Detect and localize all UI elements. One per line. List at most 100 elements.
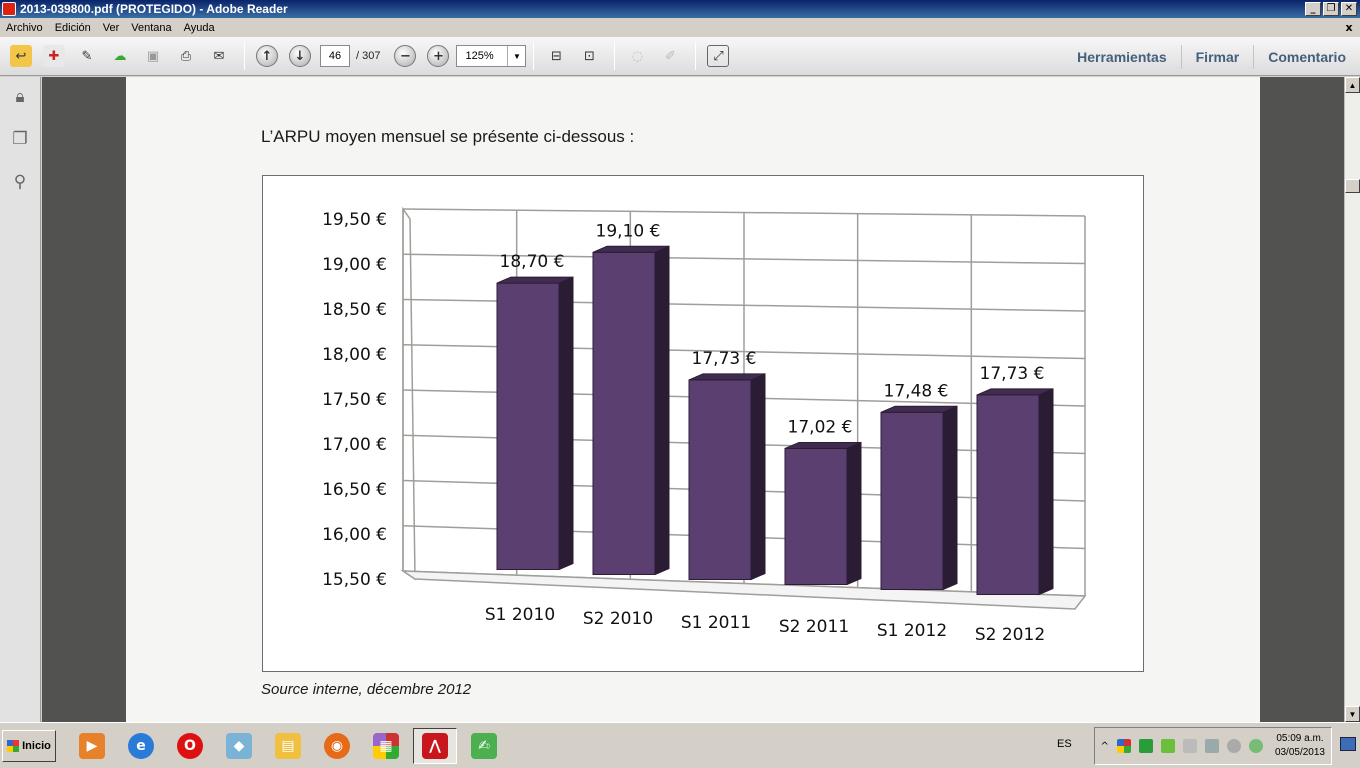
pdf-page: L’ARPU moyen mensuel se présente ci-dess…: [126, 77, 1260, 722]
paperclip-icon[interactable]: ⚲: [13, 172, 27, 192]
category-label: S2 2010: [583, 609, 653, 629]
menu-ver[interactable]: Ver: [102, 21, 120, 34]
y-tick-label: 16,00 €: [322, 525, 387, 545]
windows-logo-icon: [7, 739, 20, 752]
scroll-down-icon[interactable]: ▼: [1345, 706, 1360, 722]
scroll-up-icon[interactable]: ▲: [1345, 77, 1360, 93]
clock[interactable]: 05:09 a.m. 03/05/2013: [1275, 732, 1325, 760]
herramientas-link[interactable]: Herramientas: [1077, 48, 1167, 65]
category-label: S2 2011: [779, 617, 849, 637]
menu-ventana[interactable]: Ventana: [131, 21, 172, 34]
minimize-button[interactable]: _: [1305, 2, 1321, 16]
taskbar-adobe-reader[interactable]: ⋀: [413, 727, 457, 764]
open-folder-icon: ↩: [10, 45, 32, 67]
tray-grid-icon[interactable]: [1160, 739, 1175, 753]
fit-page-button[interactable]: ⊡: [574, 42, 604, 70]
data-label: 17,73 €: [980, 364, 1045, 384]
clock-time: 05:09 a.m.: [1276, 733, 1324, 744]
tray-security-icon[interactable]: [1248, 739, 1263, 753]
taskbar-eraser-app[interactable]: ◆: [217, 728, 261, 764]
bar-top: [784, 441, 862, 449]
document-close-button[interactable]: x: [1345, 21, 1353, 34]
bar-top: [592, 245, 670, 253]
navigation-pane: 🔒︎ ❐ ⚲: [0, 77, 41, 722]
y-tick-label: 17,00 €: [322, 435, 387, 455]
left-wall: [402, 206, 416, 581]
internet-explorer-icon: e: [128, 732, 154, 759]
menu-ayuda[interactable]: Ayuda: [183, 21, 215, 34]
taskbar-opera[interactable]: O: [168, 728, 212, 764]
previous-page-button[interactable]: ↑: [252, 42, 282, 70]
opera-icon: O: [177, 732, 203, 759]
tray-flag-icon[interactable]: [1182, 739, 1197, 753]
app-grid-icon: ▦: [373, 732, 399, 759]
scroll-thumb[interactable]: [1345, 179, 1360, 193]
clock-date: 03/05/2013: [1274, 747, 1325, 758]
print-button[interactable]: ⎙: [171, 42, 201, 70]
edit-button[interactable]: ✎: [72, 42, 102, 70]
close-button[interactable]: ✕: [1341, 2, 1357, 16]
comentario-link[interactable]: Comentario: [1253, 44, 1360, 69]
language-indicator[interactable]: ES: [1057, 738, 1072, 750]
bar: [688, 379, 752, 580]
taskbar-file-explorer[interactable]: ▤: [266, 728, 310, 764]
comment-button[interactable]: ◌: [622, 42, 652, 70]
firefox-icon: ◉: [324, 732, 350, 759]
folder-icon: ▤: [275, 732, 301, 759]
firmar-link[interactable]: Firmar: [1180, 44, 1254, 69]
bar-side: [942, 405, 958, 591]
envelope-icon: ✉: [213, 48, 225, 64]
zoom-out-button[interactable]: −: [390, 42, 420, 70]
vertical-scrollbar[interactable]: ▲ ▼: [1344, 77, 1360, 722]
taskbar: Inicio ▶ e O ◆ ▤ ◉ ▦ ⋀ ✍ ES ^ 05:09 a.m.…: [0, 722, 1360, 768]
chevron-down-icon[interactable]: ▼: [507, 46, 525, 66]
menu-archivo[interactable]: Archivo: [6, 21, 43, 34]
taskbar-app-grid[interactable]: ▦: [364, 728, 408, 764]
data-label: 17,48 €: [884, 381, 949, 401]
menu-edicion[interactable]: Edición: [54, 21, 91, 34]
data-label: 18,70 €: [500, 252, 565, 272]
zoom-in-button[interactable]: +: [423, 42, 453, 70]
eraser-icon: ◆: [226, 732, 252, 759]
email-button[interactable]: ✉: [204, 42, 234, 70]
create-pdf-button[interactable]: ✚: [39, 42, 69, 70]
tray-volume-icon[interactable]: [1226, 739, 1241, 753]
upload-button[interactable]: ☁: [105, 42, 135, 70]
chevron-up-icon[interactable]: ^: [1100, 740, 1109, 752]
lock-icon[interactable]: 🔒︎: [15, 87, 25, 107]
save-button[interactable]: ▣: [138, 42, 168, 70]
open-button[interactable]: ↩: [6, 42, 36, 70]
floor: [400, 570, 1087, 610]
show-desktop-icon[interactable]: [1340, 737, 1356, 751]
start-button[interactable]: Inicio: [2, 729, 56, 762]
pages-icon[interactable]: ❐: [12, 129, 28, 149]
bar-side: [1038, 388, 1054, 596]
bar-top: [496, 276, 574, 284]
arrow-up-icon: ↑: [256, 45, 278, 67]
category-label: S1 2011: [681, 613, 751, 633]
restore-button[interactable]: ❐: [1323, 2, 1339, 16]
cloud-upload-icon: ☁: [113, 48, 127, 64]
fit-width-button[interactable]: ⊟: [541, 42, 571, 70]
highlight-button[interactable]: ✐: [655, 42, 685, 70]
y-tick-label: 16,50 €: [322, 480, 387, 500]
bar-side: [846, 441, 862, 586]
taskbar-signature-app[interactable]: ✍: [462, 728, 506, 764]
taskbar-media-player[interactable]: ▶: [70, 728, 114, 764]
category-label: S1 2010: [485, 605, 555, 625]
tray-app-icon[interactable]: [1116, 739, 1131, 753]
bar-top: [880, 405, 958, 413]
tray-network-icon[interactable]: [1204, 739, 1219, 753]
fit-page-icon: ⊡: [584, 48, 595, 64]
document-view[interactable]: L’ARPU moyen mensuel se présente ci-dess…: [42, 77, 1344, 722]
page-number-input[interactable]: 46: [320, 45, 350, 67]
taskbar-firefox[interactable]: ◉: [315, 728, 359, 764]
adobe-reader-icon: ⋀: [422, 732, 448, 759]
tray-check-icon[interactable]: [1138, 739, 1153, 753]
expand-icon: ⤢: [707, 45, 730, 67]
category-label: S2 2012: [975, 625, 1045, 645]
next-page-button[interactable]: ↓: [285, 42, 315, 70]
taskbar-internet-explorer[interactable]: e: [119, 728, 163, 764]
full-screen-button[interactable]: ⤢: [703, 42, 733, 70]
zoom-select[interactable]: 125% ▼: [456, 45, 527, 67]
